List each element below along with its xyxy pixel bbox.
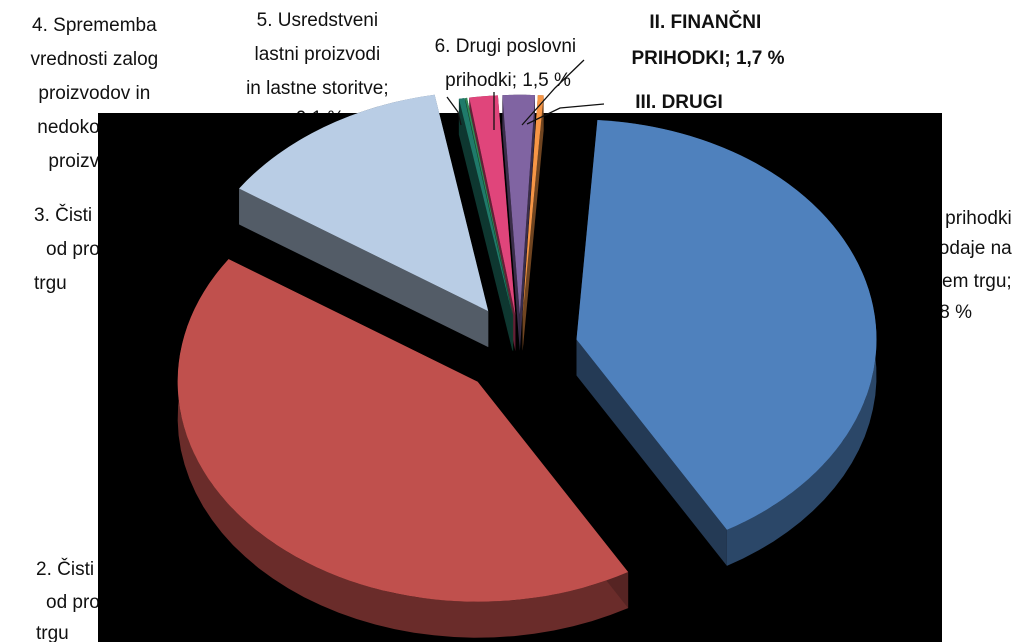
pie-slice-wall-1-1: [576, 339, 727, 566]
pie-slice-1: [576, 120, 877, 566]
pie-slice-wall-3-0: [239, 188, 489, 348]
pie-slice-top-5: [465, 97, 514, 316]
pie-slice-wall-7-0: [502, 95, 520, 351]
pie-slice-top-4: [458, 98, 513, 316]
pie-slice-top-7: [502, 94, 536, 315]
pie-slice-4: [458, 98, 513, 352]
pie-slice-3: [239, 94, 489, 348]
pie-slice-wall-8-1: [522, 95, 544, 351]
label-drugi-prihodki: III. DRUGI: [635, 92, 723, 113]
leader-line-drugi: [526, 103, 605, 125]
pie-slice-top-1: [576, 120, 877, 530]
pie-slices: [177, 94, 877, 638]
pie-slice-top-6: [469, 95, 516, 315]
pie-slice-wall-7-1: [519, 95, 536, 351]
pie-slice-top-8: [522, 95, 544, 315]
leader-line-financni: [521, 59, 585, 126]
pie-slice-top-3: [239, 94, 489, 312]
leader-line-usredstveni: [446, 96, 462, 126]
pie-slice-8: [522, 95, 544, 351]
label-sprememba-zalog: 4. Sprememba vrednosti zalog proizvodov …: [30, 15, 163, 172]
pie-slice-7: [502, 94, 536, 351]
pie-slice-2: [177, 259, 629, 638]
leader-lines: [446, 59, 605, 130]
pie-slice-top-2: [177, 259, 629, 602]
label-financni-prihodki: II. FINANČNI PRIHODKI; 1,7 %: [631, 11, 784, 69]
label-drugi-poslovni-prihodki: 6. Drugi poslovni prihodki; 1,5 %: [435, 36, 582, 91]
